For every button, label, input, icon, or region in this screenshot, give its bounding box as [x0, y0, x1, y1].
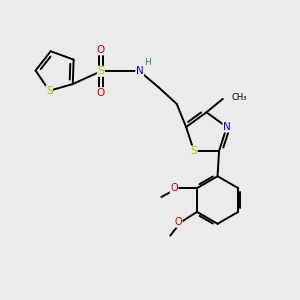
Text: S: S	[98, 66, 104, 76]
Text: O: O	[170, 183, 178, 193]
Text: O: O	[174, 217, 182, 227]
Text: O: O	[97, 45, 105, 55]
Text: S: S	[46, 86, 52, 96]
Text: H: H	[144, 58, 150, 68]
Text: CH₃: CH₃	[231, 93, 247, 102]
Text: O: O	[97, 88, 105, 98]
Text: N: N	[223, 122, 231, 132]
Text: N: N	[136, 66, 143, 76]
Text: S: S	[190, 146, 197, 156]
